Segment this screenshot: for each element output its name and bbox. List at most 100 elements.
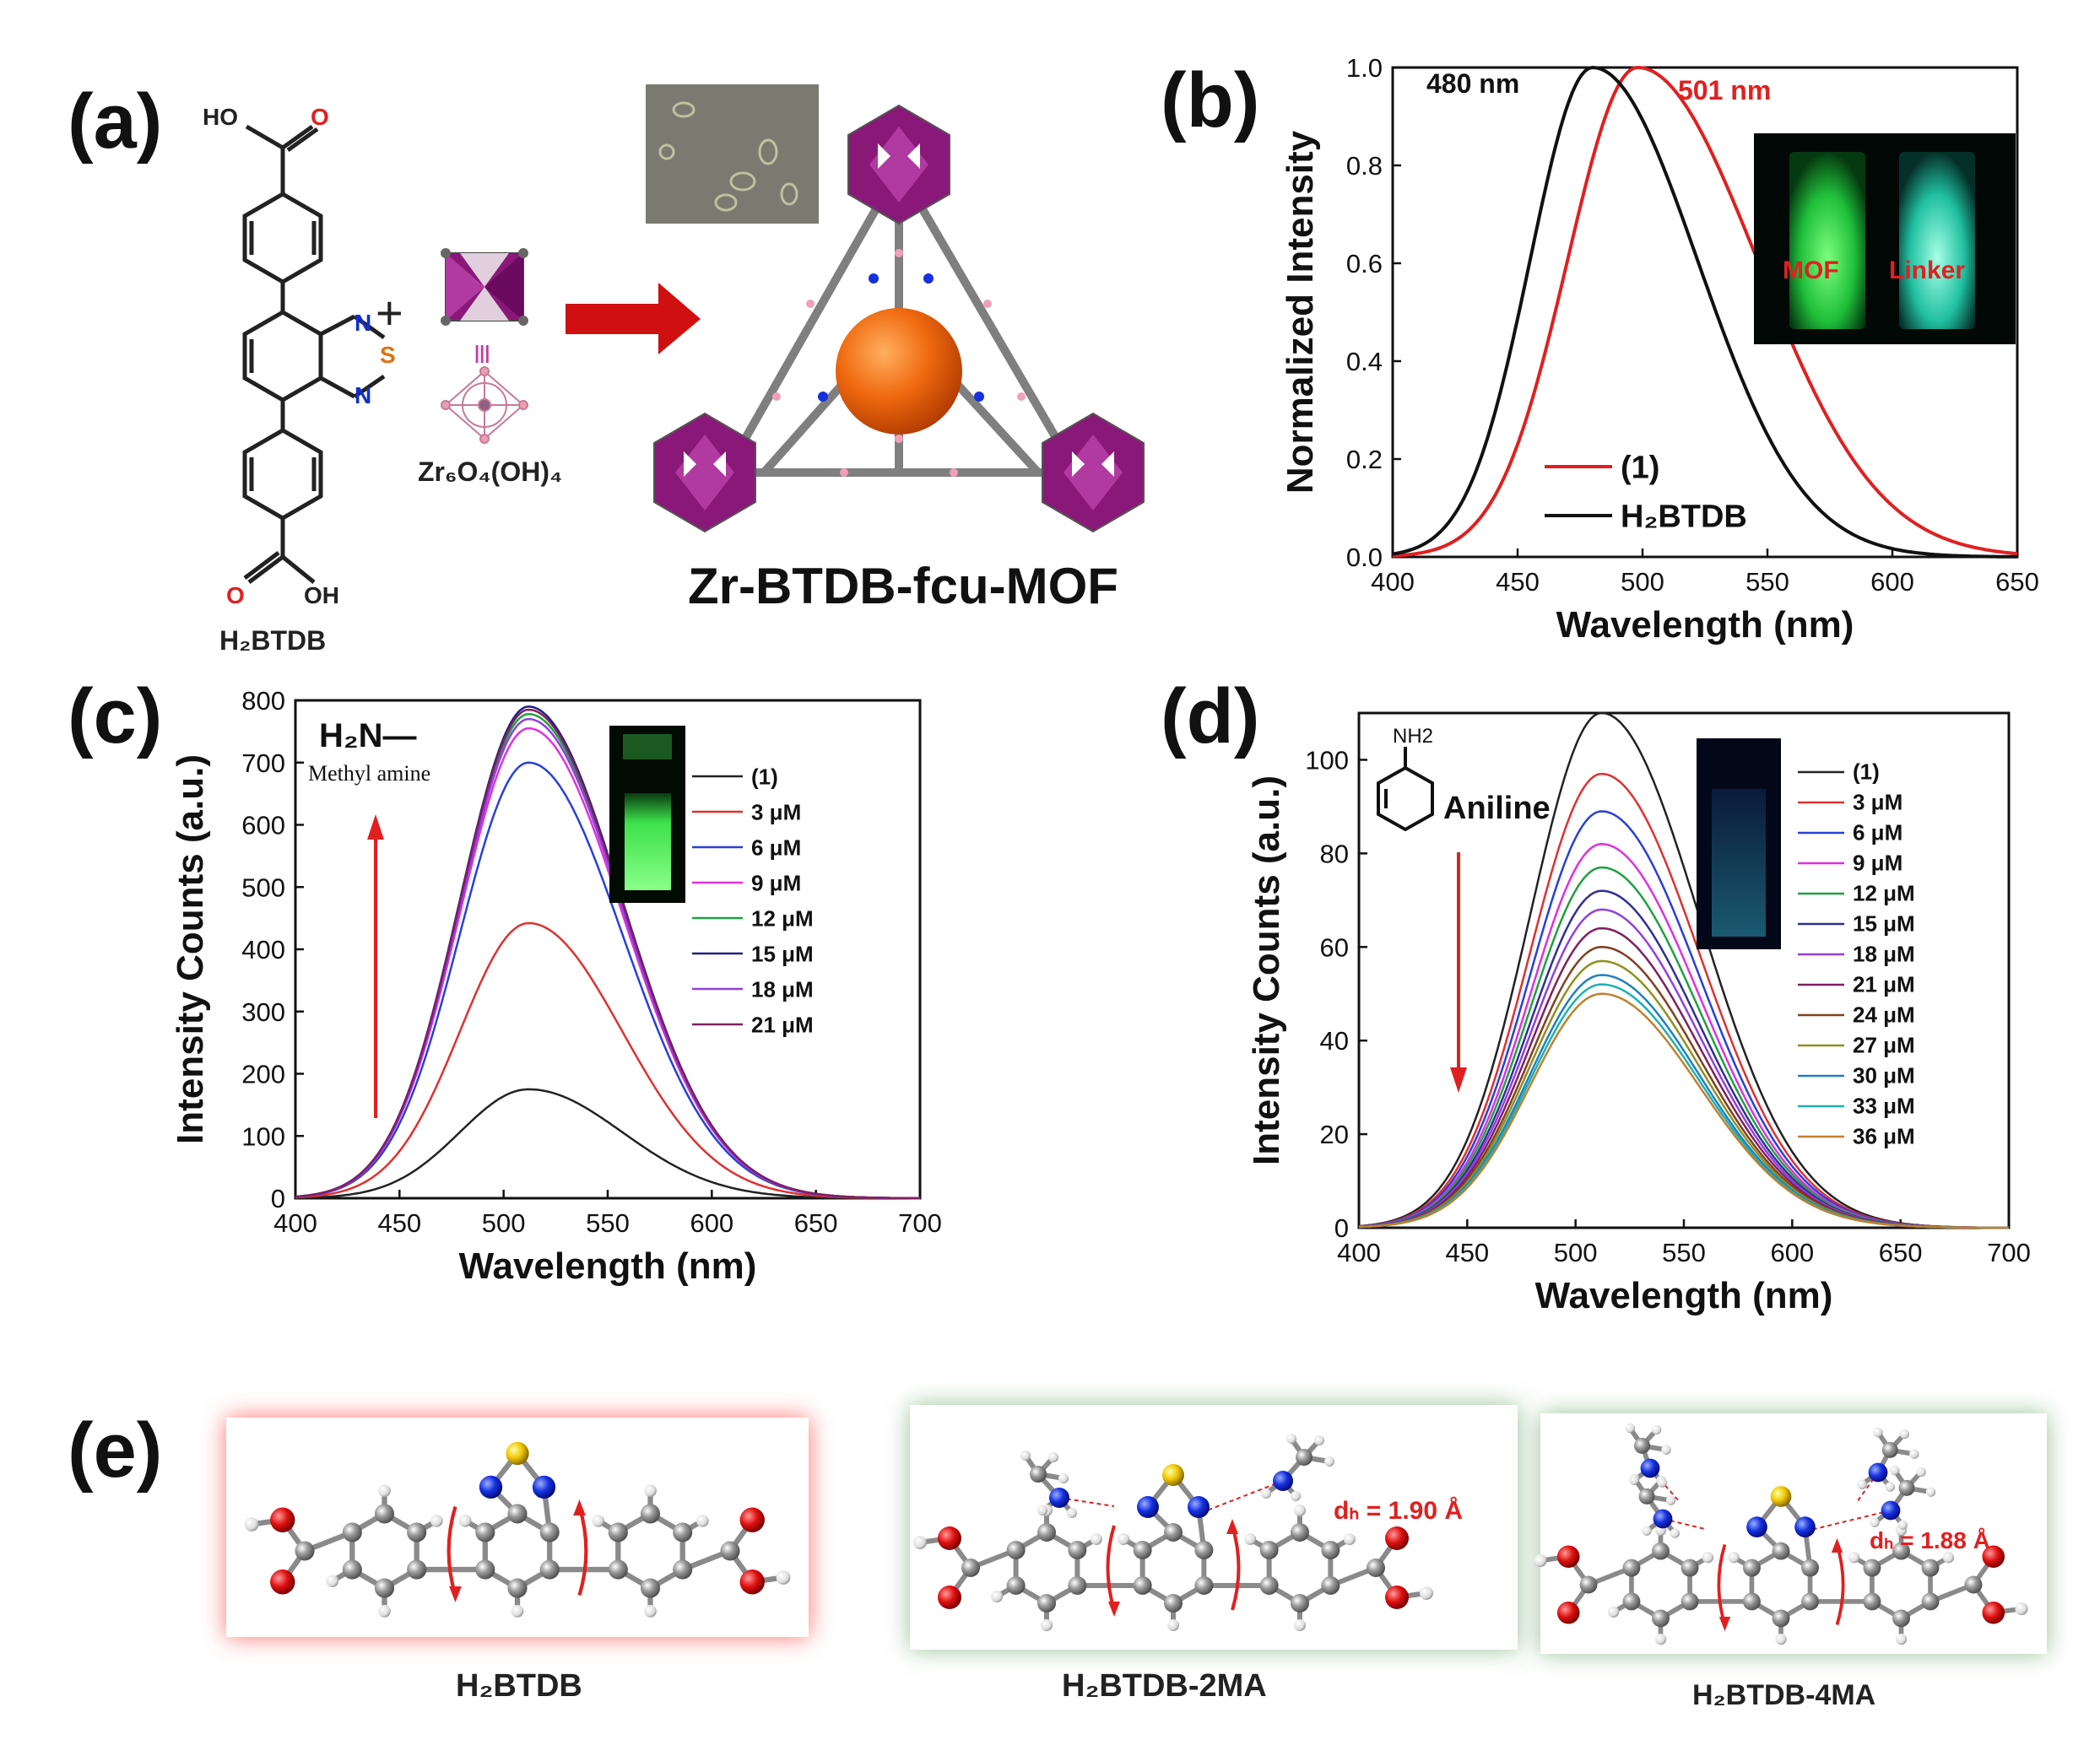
atom <box>1801 1592 1820 1611</box>
x-tick-label: 450 <box>377 1208 421 1238</box>
legend-label: 30 μM <box>1853 1063 1915 1089</box>
atom <box>1863 1559 1881 1577</box>
y-tick-label: 700 <box>241 748 285 778</box>
atom <box>374 1578 395 1598</box>
atom <box>1742 1559 1761 1577</box>
vial-photo-c <box>609 726 685 903</box>
linker-oh-top: HO <box>203 104 238 130</box>
atom <box>1286 1434 1296 1444</box>
atom <box>1857 1479 1867 1489</box>
atom <box>1982 1601 2005 1624</box>
legend-label: 15 μM <box>751 941 814 966</box>
methylamine-name: Methyl amine <box>308 761 430 786</box>
peak-label-480: 480 nm <box>1426 68 1519 99</box>
atom <box>378 1484 391 1497</box>
model-h2btdb-2ma: dₕ = 1.90 Å <box>910 1405 1518 1650</box>
atom <box>1607 1606 1620 1618</box>
x-tick-label: 550 <box>1745 567 1789 597</box>
atom <box>1367 1559 1385 1577</box>
distance-label-190: dₕ = 1.90 Å <box>1334 1497 1463 1525</box>
atom <box>475 1522 495 1542</box>
atom <box>1942 1552 1955 1564</box>
y-tick-label: 0.4 <box>1346 347 1383 376</box>
atom <box>1916 1467 1926 1478</box>
atom <box>673 1522 693 1542</box>
rotation-arrowhead <box>1718 1617 1731 1632</box>
panel-a-label: (a) <box>68 78 162 165</box>
atom <box>1261 1488 1271 1499</box>
atom <box>1625 1423 1635 1434</box>
plus-sign: + <box>376 286 403 339</box>
y-tick-label: 800 <box>241 686 285 716</box>
linker-s: S <box>380 342 396 368</box>
zr-cluster-top <box>847 104 950 225</box>
x-tick-label: 700 <box>898 1208 942 1238</box>
rotation-arrow <box>577 1505 588 1596</box>
plot-frame-b <box>1391 66 2019 559</box>
atom <box>1118 1533 1130 1545</box>
inset-label-linker: Linker <box>1889 257 1965 284</box>
legend-label: 12 μM <box>1853 881 1915 906</box>
atom <box>1385 1586 1409 1609</box>
atom <box>1652 1609 1670 1628</box>
legend-label: H₂BTDB <box>1621 500 1747 535</box>
mof-name: Zr-BTDB-fcu-MOF <box>688 558 1118 614</box>
atom <box>1801 1559 1820 1577</box>
atom <box>739 1569 765 1595</box>
atom <box>1657 1478 1667 1488</box>
y-tick-label: 200 <box>241 1060 285 1089</box>
y-axis-title: Intensity Counts (a.u.) <box>1246 775 1287 1165</box>
x-tick-label: 400 <box>1337 1238 1381 1267</box>
atom <box>511 1605 524 1618</box>
caption-h2btdb-2ma: H₂BTDB-2MA <box>1062 1668 1267 1704</box>
legend-label: 18 μM <box>1853 942 1915 967</box>
rotation-arrowhead <box>1108 1602 1120 1617</box>
atom <box>1133 1541 1152 1559</box>
linker-o-top: O <box>311 104 329 130</box>
rotation-arrow <box>447 1505 457 1596</box>
atom <box>1291 1523 1309 1542</box>
atom <box>295 1541 315 1561</box>
series-line-c-1 <box>295 921 920 1200</box>
atom <box>1642 1526 1652 1536</box>
atom <box>407 1522 427 1542</box>
legend-label: 33 μM <box>1853 1094 1915 1119</box>
series-line-c-7 <box>295 708 920 1200</box>
atom <box>1164 1523 1183 1542</box>
x-tick-label: 400 <box>273 1208 317 1238</box>
atom <box>378 1605 391 1618</box>
model-h2btdb-4ma: dₕ = 1.88 Å <box>1534 1413 2047 1654</box>
linker-oh-bottom: OH <box>304 582 339 608</box>
atom <box>1037 1523 1056 1542</box>
atom <box>1964 1575 1983 1594</box>
atom <box>1314 1435 1324 1445</box>
atom <box>1665 1495 1676 1505</box>
panel-b-label: (b) <box>1161 57 1259 143</box>
atom <box>1058 1473 1069 1483</box>
series-line-c-4 <box>295 712 920 1200</box>
legend-label: 15 μM <box>1853 911 1915 937</box>
atom <box>1622 1559 1641 1577</box>
rotation-arrowhead <box>573 1499 586 1515</box>
atom <box>1167 1619 1179 1631</box>
atom <box>1534 1553 1547 1568</box>
atom <box>1622 1592 1641 1611</box>
y-tick-label: 100 <box>241 1121 285 1151</box>
atom <box>644 1605 657 1618</box>
atom <box>1895 1633 1908 1645</box>
atom <box>1921 1559 1940 1577</box>
legend-label: 18 μM <box>751 976 814 1002</box>
zr-cluster-left <box>653 412 756 533</box>
y-tick-label: 20 <box>1320 1120 1349 1149</box>
atom <box>1049 1488 1069 1508</box>
x-tick-label: 600 <box>1870 567 1914 597</box>
mof-structure <box>646 84 1145 533</box>
increase-arrow <box>367 814 384 1118</box>
atom <box>608 1559 628 1580</box>
linker-structure <box>242 124 386 584</box>
atom <box>1164 1594 1183 1613</box>
y-tick-label: 0.0 <box>1346 543 1383 572</box>
atom <box>1006 1541 1026 1559</box>
atom <box>1794 1516 1816 1537</box>
